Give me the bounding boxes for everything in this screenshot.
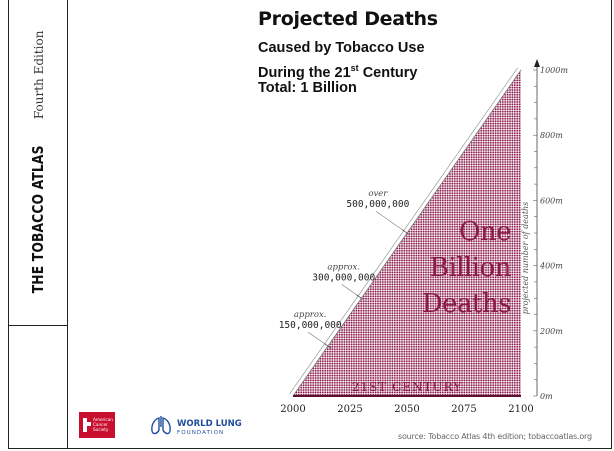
figure-frame [8,0,612,449]
area-label-line: Deaths [422,289,511,319]
area-label-line: One [459,217,511,247]
y-tick-label: 200m [539,327,563,336]
annotation-leader [341,284,359,297]
subtitle-line-2: During the 21st Century [258,60,418,82]
source-note: source: Tobacco Atlas 4th edition; tobac… [398,432,592,441]
annotation-value: 300,000,000 [312,272,375,283]
x-tick-label: 2075 [451,404,476,415]
y-axis-label: projected number of deaths [521,202,530,315]
annotation-value: 500,000,000 [346,199,409,210]
area-label-line: Billion [430,253,512,283]
svg-text:Society: Society [93,427,109,432]
chart-title: Projected Deaths [258,8,438,30]
y-axis-arrow [534,59,540,67]
sidebar-divider [8,325,68,326]
y-tick-label: 1000m [540,66,568,75]
annotation-mark [324,343,332,349]
svg-text:WORLD LUNG: WORLD LUNG [177,419,242,429]
x-tick-label: 2025 [337,404,362,415]
annotation-mark [401,229,409,235]
annotation-prefix: approx. [327,262,360,272]
annotation-leader [308,331,327,346]
y-tick-label: 0m [540,392,553,401]
subtitle-line-2-sup: st [350,63,359,73]
sidebar-column [8,0,68,449]
y-tick-label: 600m [540,196,563,205]
x-tick-label: 2100 [508,404,533,415]
century-band-label: 21ST CENTURY [352,380,463,394]
acs-logo: American Cancer Society [79,412,115,438]
subtitle-line-2-post: Century [358,64,418,81]
subtitle-line-1: Caused by Tobacco Use [258,40,425,56]
y-tick-label: 400m [539,262,563,271]
subtitle-line-3: Total: 1 Billion [258,80,357,96]
annotation-mark [356,294,364,300]
svg-text:Cancer: Cancer [93,422,108,427]
annotation-value: 150,000,000 [279,320,342,331]
subtitle-line-2-pre: During the 21 [258,64,351,81]
world-lung-foundation-logo: WORLD LUNG FOUNDATION [151,416,242,436]
x-tick-label: 2000 [280,404,305,415]
x-tick-label: 2050 [394,404,419,415]
svg-text:American: American [93,417,113,422]
y-tick-label: 800m [540,131,563,140]
annotation-leader [375,210,404,231]
annotation-prefix: approx. [294,310,327,320]
annotation-prefix: over [368,189,388,199]
svg-text:FOUNDATION: FOUNDATION [177,430,224,436]
